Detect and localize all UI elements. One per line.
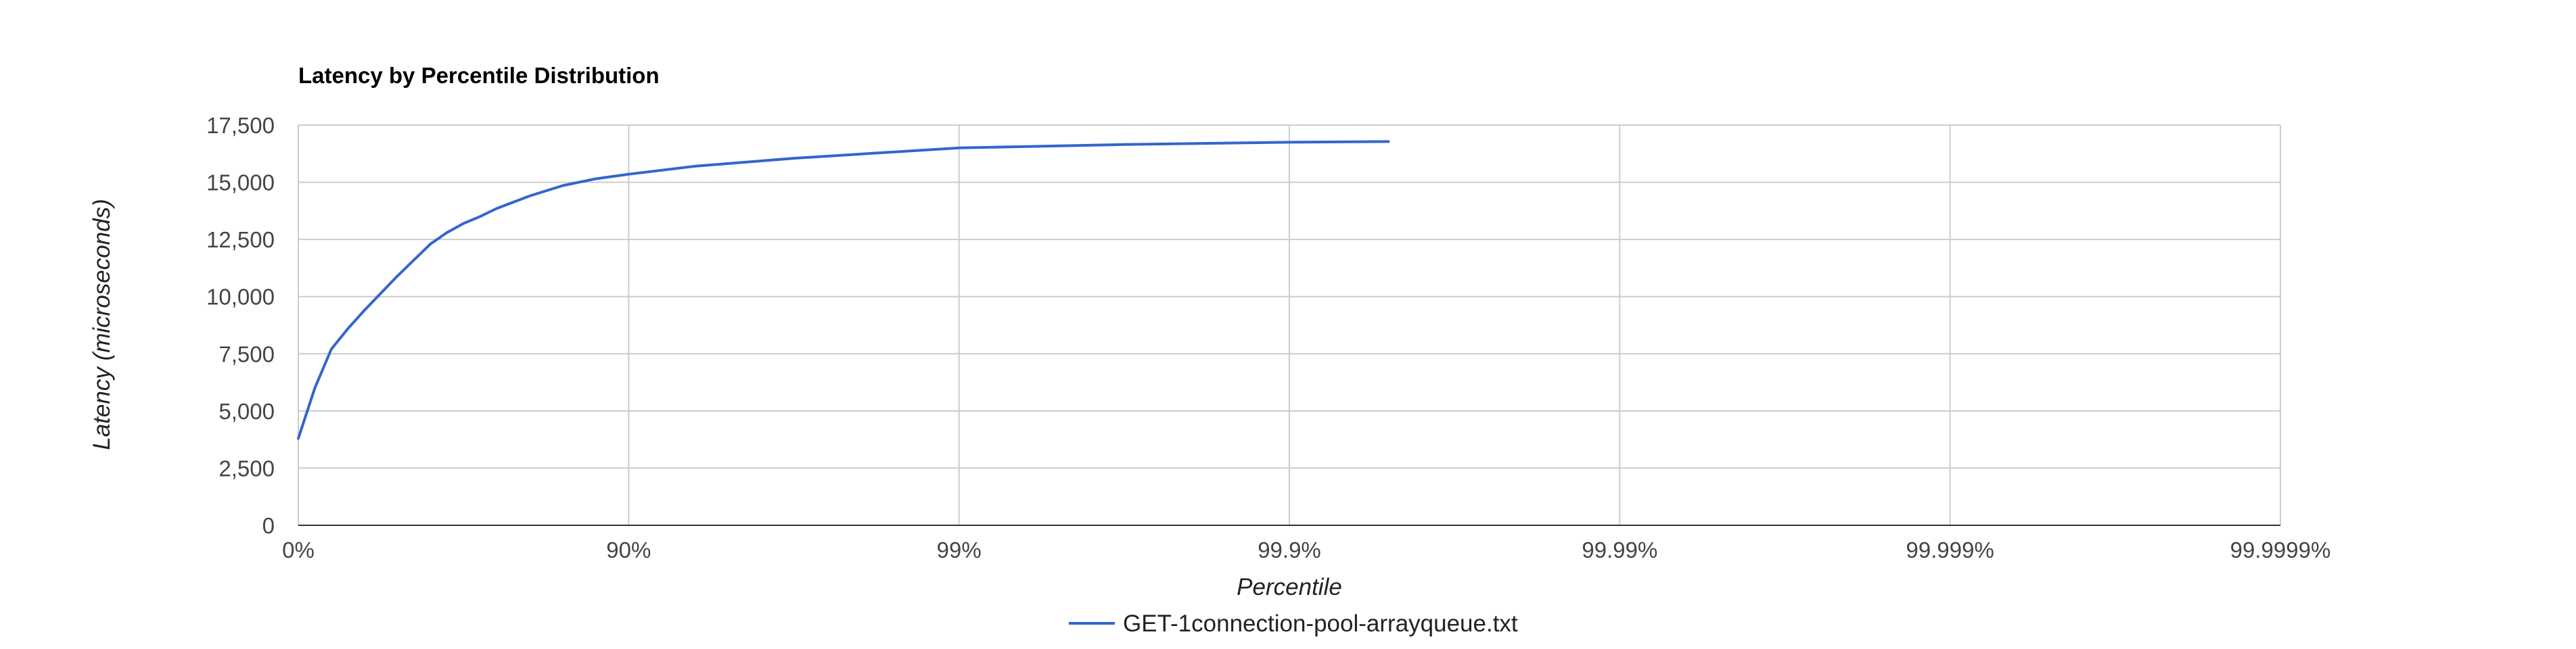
legend: GET-1connection-pool-arrayqueue.txt bbox=[1069, 610, 1518, 637]
y-tick-label: 15,000 bbox=[206, 170, 275, 195]
x-tick-label: 99.9999% bbox=[2230, 537, 2331, 562]
y-axis-ticks: 0 2,500 5,000 7,500 10,000 12,500 15,000 17,500 bbox=[206, 113, 275, 538]
chart-title: Latency by Percentile Distribution bbox=[298, 63, 660, 88]
y-tick-label: 7,500 bbox=[218, 341, 275, 366]
x-axis-ticks: 0% 90% 99% 99.9% 99.99% 99.999% 99.9999% bbox=[282, 537, 2330, 562]
grid bbox=[298, 124, 2281, 526]
series-line bbox=[297, 140, 1390, 440]
series-lines bbox=[297, 140, 1390, 440]
y-tick-label: 10,000 bbox=[206, 285, 275, 310]
y-tick-label: 12,500 bbox=[206, 227, 275, 252]
x-tick-label: 0% bbox=[282, 537, 315, 562]
y-tick-label: 2,500 bbox=[218, 456, 275, 481]
x-tick-label: 99.99% bbox=[1582, 537, 1657, 562]
legend-label: GET-1connection-pool-arrayqueue.txt bbox=[1123, 610, 1518, 637]
x-tick-label: 99% bbox=[937, 537, 982, 562]
x-tick-label: 99.9% bbox=[1258, 537, 1321, 562]
y-tick-label: 5,000 bbox=[218, 399, 275, 424]
y-tick-label: 0 bbox=[262, 513, 275, 538]
x-tick-label: 90% bbox=[606, 537, 651, 562]
y-tick-label: 17,500 bbox=[206, 113, 275, 138]
x-axis-label: Percentile bbox=[1237, 574, 1342, 600]
y-axis-label: Latency (microseconds) bbox=[89, 199, 115, 450]
x-tick-label: 99.999% bbox=[1906, 537, 1994, 562]
